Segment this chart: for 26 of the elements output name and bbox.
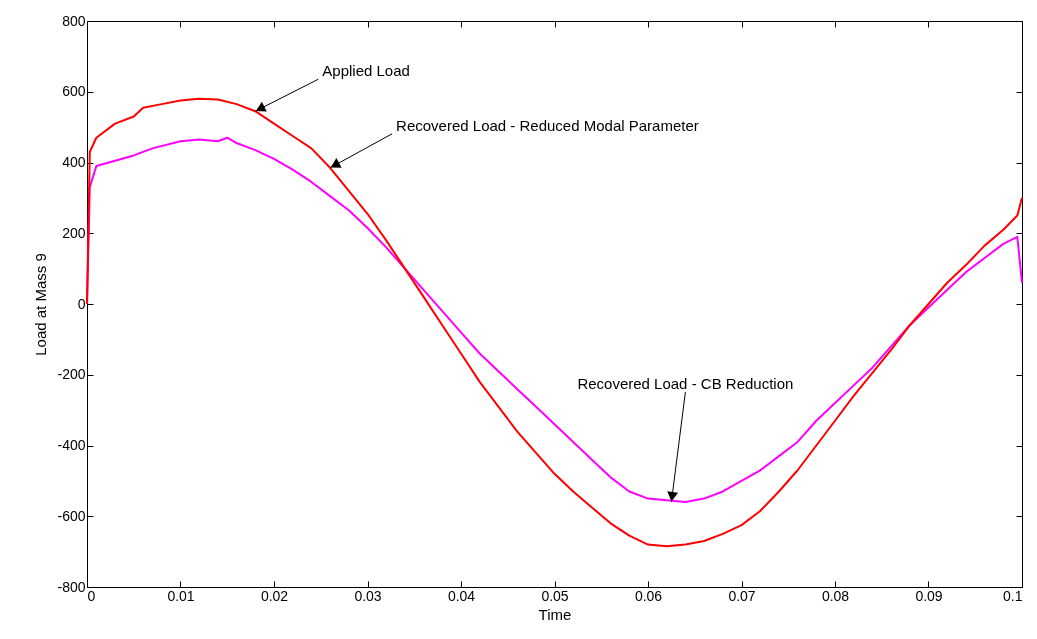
x-tick-label: 0.03 bbox=[354, 587, 382, 604]
y-axis-title: Load at Mass 9 bbox=[32, 253, 50, 356]
y-tick-label: -800 bbox=[57, 578, 86, 595]
line-series bbox=[86, 97, 1023, 548]
x-tick-label: 0.02 bbox=[260, 587, 289, 604]
y-tick-label: 200 bbox=[62, 224, 86, 241]
annotation: Applied Load bbox=[322, 62, 410, 80]
x-tick-label: 0.1 bbox=[1003, 587, 1023, 604]
line-series bbox=[86, 136, 1023, 504]
x-tick-label: 0.06 bbox=[634, 587, 663, 604]
annotation: Recovered Load - Reduced Modal Parameter bbox=[396, 116, 699, 134]
x-tick-label: 0.04 bbox=[447, 587, 476, 604]
y-tick-label: 0 bbox=[77, 295, 86, 312]
y-tick-label: 600 bbox=[62, 83, 86, 100]
x-tick-label: 0.05 bbox=[541, 587, 569, 604]
x-tick-label: 0.09 bbox=[915, 587, 943, 604]
x-tick-label: 0.01 bbox=[167, 587, 195, 604]
x-axis-title: Time bbox=[538, 605, 572, 623]
y-tick-label: -600 bbox=[57, 507, 86, 524]
y-tick-label: 800 bbox=[62, 12, 86, 29]
x-tick-label: 0.08 bbox=[821, 587, 850, 604]
y-tick-label: -400 bbox=[57, 437, 86, 453]
x-tick-label: 0.07 bbox=[728, 587, 756, 604]
y-tick-label: 400 bbox=[62, 154, 86, 170]
y-tick-label: -200 bbox=[57, 366, 86, 383]
annotation: Recovered Load - CB Reduction bbox=[577, 375, 794, 393]
